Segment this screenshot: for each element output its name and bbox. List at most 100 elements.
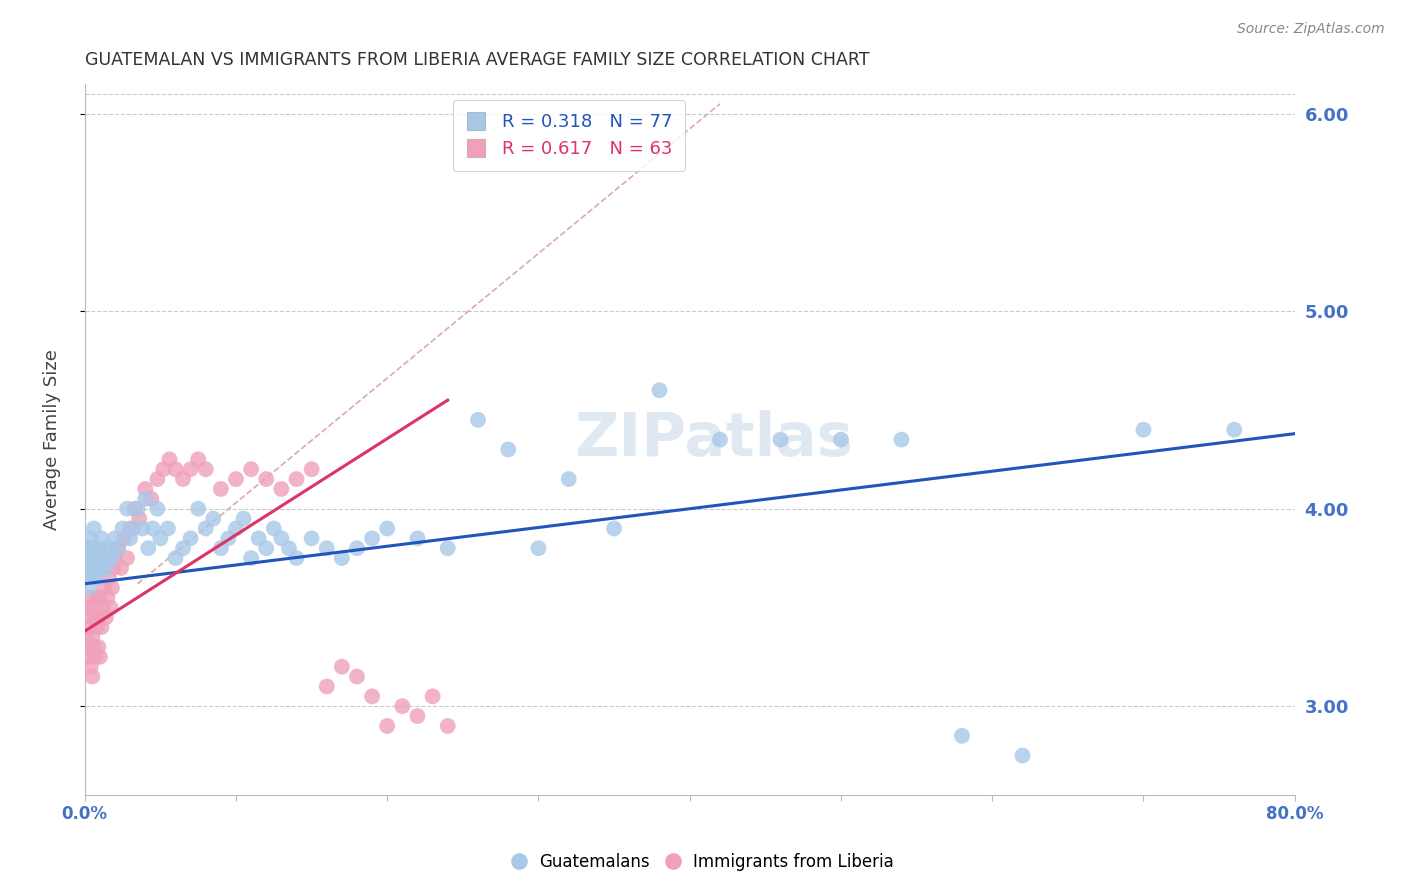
Point	[346, 541, 368, 556]
Point	[86, 591, 108, 605]
Point	[83, 571, 105, 585]
Legend: Guatemalans, Immigrants from Liberia: Guatemalans, Immigrants from Liberia	[503, 845, 903, 880]
Point	[76, 571, 98, 585]
Point	[301, 532, 323, 546]
Point	[830, 433, 852, 447]
Point	[97, 541, 120, 556]
Point	[346, 669, 368, 683]
Point	[285, 551, 308, 566]
Point	[94, 610, 117, 624]
Point	[315, 680, 337, 694]
Point	[82, 541, 104, 556]
Point	[225, 521, 247, 535]
Point	[90, 532, 112, 546]
Point	[165, 462, 187, 476]
Point	[406, 532, 429, 546]
Point	[90, 620, 112, 634]
Point	[127, 501, 149, 516]
Point	[134, 482, 156, 496]
Point	[194, 521, 217, 535]
Point	[107, 541, 129, 556]
Point	[100, 600, 122, 615]
Point	[120, 532, 142, 546]
Point	[648, 383, 671, 397]
Point	[77, 640, 100, 654]
Point	[254, 472, 277, 486]
Point	[84, 551, 107, 566]
Point	[1132, 423, 1154, 437]
Point	[180, 532, 202, 546]
Point	[89, 649, 111, 664]
Point	[146, 472, 169, 486]
Point	[180, 462, 202, 476]
Point	[77, 551, 100, 566]
Point	[890, 433, 912, 447]
Point	[75, 600, 97, 615]
Point	[91, 551, 114, 566]
Point	[217, 532, 239, 546]
Point	[86, 571, 108, 585]
Point	[146, 501, 169, 516]
Point	[82, 669, 104, 683]
Point	[134, 491, 156, 506]
Point	[75, 561, 97, 575]
Point	[84, 561, 107, 575]
Text: GUATEMALAN VS IMMIGRANTS FROM LIBERIA AVERAGE FAMILY SIZE CORRELATION CHART: GUATEMALAN VS IMMIGRANTS FROM LIBERIA AV…	[84, 51, 869, 69]
Point	[87, 610, 110, 624]
Text: Source: ZipAtlas.com: Source: ZipAtlas.com	[1237, 22, 1385, 37]
Point	[83, 600, 105, 615]
Point	[82, 630, 104, 644]
Point	[103, 561, 125, 575]
Point	[361, 532, 384, 546]
Point	[202, 511, 225, 525]
Point	[86, 620, 108, 634]
Point	[1011, 748, 1033, 763]
Point	[769, 433, 792, 447]
Point	[80, 610, 103, 624]
Point	[93, 581, 115, 595]
Point	[247, 532, 270, 546]
Point	[89, 561, 111, 575]
Point	[209, 482, 232, 496]
Point	[375, 521, 398, 535]
Point	[104, 551, 127, 566]
Point	[225, 472, 247, 486]
Point	[285, 472, 308, 486]
Point	[527, 541, 550, 556]
Point	[101, 551, 124, 566]
Point	[709, 433, 731, 447]
Point	[330, 659, 353, 673]
Point	[330, 551, 353, 566]
Point	[187, 501, 209, 516]
Point	[87, 640, 110, 654]
Point	[76, 620, 98, 634]
Point	[107, 541, 129, 556]
Point	[232, 511, 254, 525]
Point	[93, 541, 115, 556]
Point	[436, 541, 458, 556]
Point	[172, 541, 194, 556]
Point	[77, 581, 100, 595]
Point	[112, 532, 135, 546]
Point	[111, 521, 134, 535]
Point	[159, 452, 181, 467]
Point	[104, 532, 127, 546]
Point	[91, 600, 114, 615]
Point	[80, 532, 103, 546]
Point	[101, 581, 124, 595]
Text: ZIPatlas: ZIPatlas	[575, 410, 853, 469]
Point	[950, 729, 973, 743]
Point	[240, 462, 263, 476]
Point	[84, 649, 107, 664]
Point	[194, 462, 217, 476]
Legend: R = 0.318   N = 77, R = 0.617   N = 63: R = 0.318 N = 77, R = 0.617 N = 63	[453, 100, 685, 170]
Point	[263, 521, 285, 535]
Point	[187, 452, 209, 467]
Point	[96, 591, 118, 605]
Point	[89, 591, 111, 605]
Point	[120, 521, 142, 535]
Point	[361, 690, 384, 704]
Point	[558, 472, 581, 486]
Point	[152, 462, 174, 476]
Y-axis label: Average Family Size: Average Family Size	[44, 349, 60, 530]
